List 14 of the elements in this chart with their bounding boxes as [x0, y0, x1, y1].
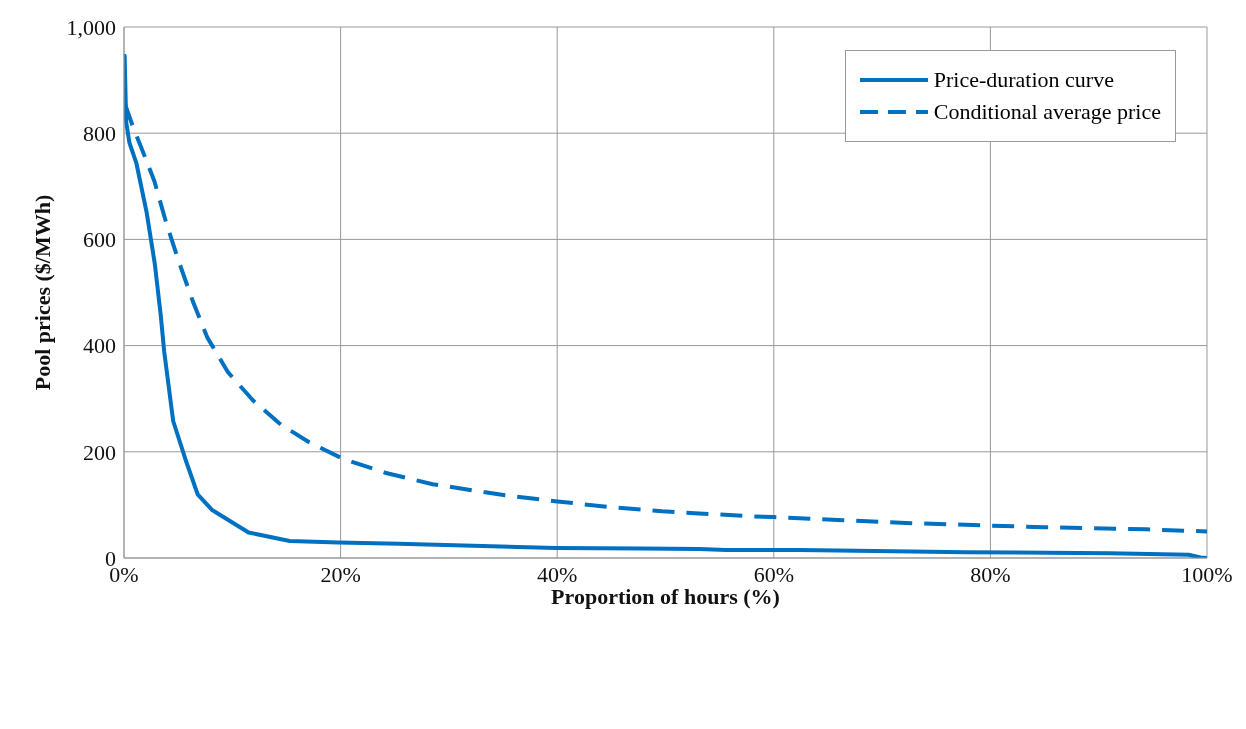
- x-tick-label: 80%: [970, 561, 1011, 587]
- y-tick-label: 200: [83, 439, 116, 465]
- y-tick-label: 600: [83, 227, 116, 253]
- y-tick-label: 800: [83, 121, 116, 147]
- y-axis-title: Pool prices ($/MWh): [29, 194, 55, 391]
- legend-label: Conditional average price: [933, 99, 1161, 125]
- legend-label: Price-duration curve: [933, 67, 1114, 93]
- y-tick-label: 1,000: [66, 14, 116, 40]
- x-axis-title: Proportion of hours (%): [551, 584, 780, 609]
- x-tick-label: 60%: [753, 561, 794, 587]
- y-tick-label: 400: [83, 333, 116, 359]
- x-tick-label: 20%: [320, 561, 361, 587]
- x-tick-label: 40%: [537, 561, 578, 587]
- x-tick-label: 100%: [1181, 561, 1233, 587]
